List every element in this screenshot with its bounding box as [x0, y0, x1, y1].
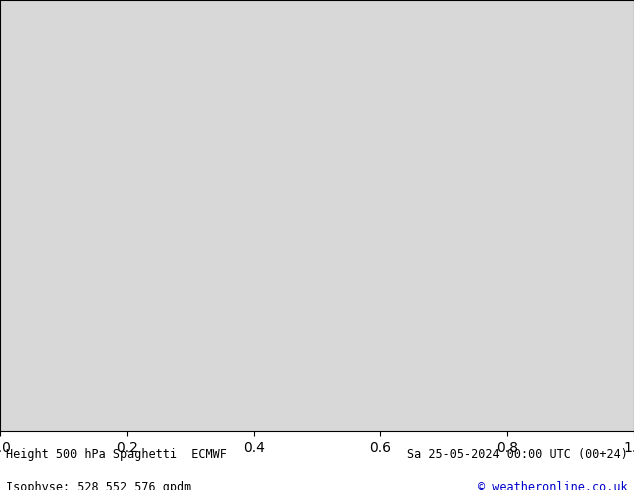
Text: Isophyse: 528 552 576 gpdm: Isophyse: 528 552 576 gpdm — [6, 481, 191, 490]
Text: Height 500 hPa Spaghetti  ECMWF: Height 500 hPa Spaghetti ECMWF — [6, 448, 227, 461]
Text: Sa 25-05-2024 00:00 UTC (00+24): Sa 25-05-2024 00:00 UTC (00+24) — [407, 448, 628, 461]
Text: © weatheronline.co.uk: © weatheronline.co.uk — [478, 481, 628, 490]
